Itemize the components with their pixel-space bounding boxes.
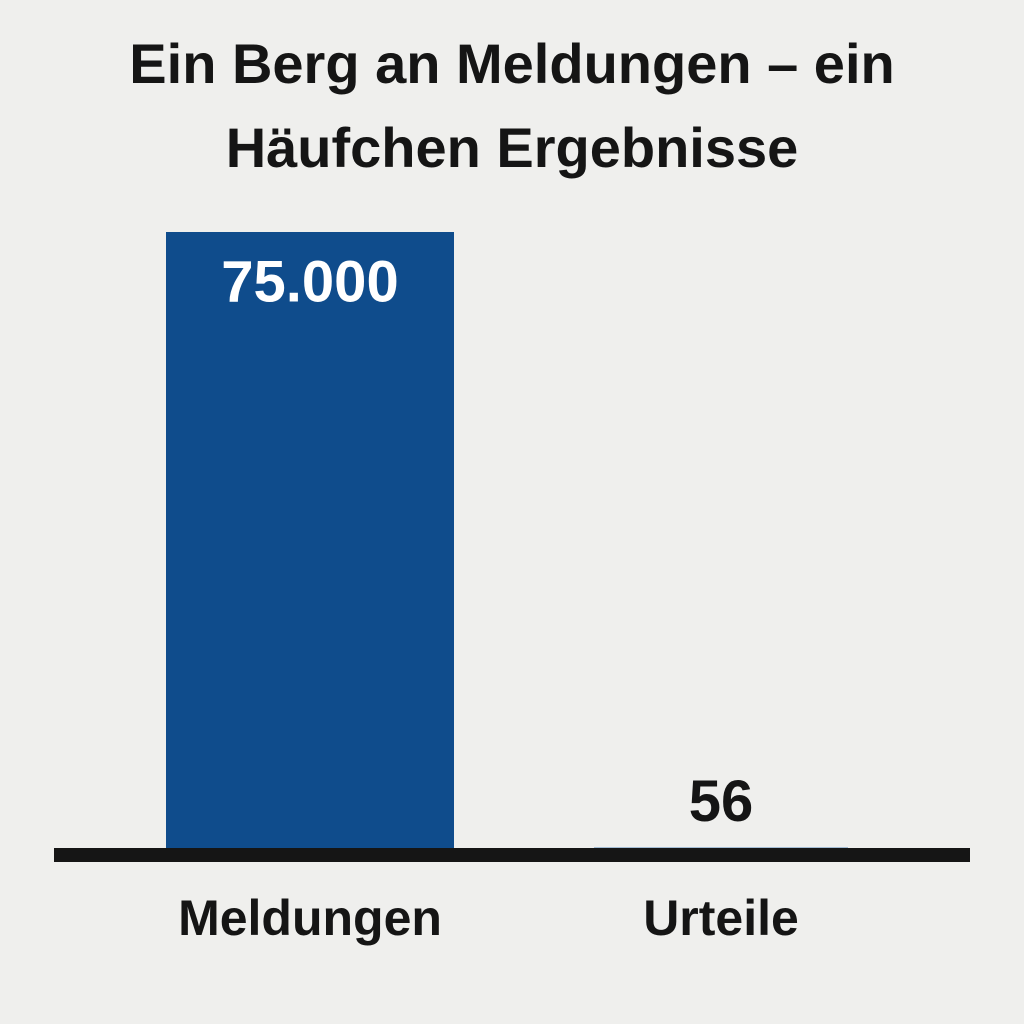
- value-label: 75.000: [221, 249, 398, 314]
- bar: [166, 232, 454, 848]
- x-tick-label: Meldungen: [178, 890, 442, 946]
- x-axis-line: [54, 848, 970, 862]
- x-tick-label: Urteile: [643, 890, 799, 946]
- value-label: 56: [689, 769, 754, 834]
- chart-title: Ein Berg an Meldungen – ein Häufchen Erg…: [129, 32, 895, 179]
